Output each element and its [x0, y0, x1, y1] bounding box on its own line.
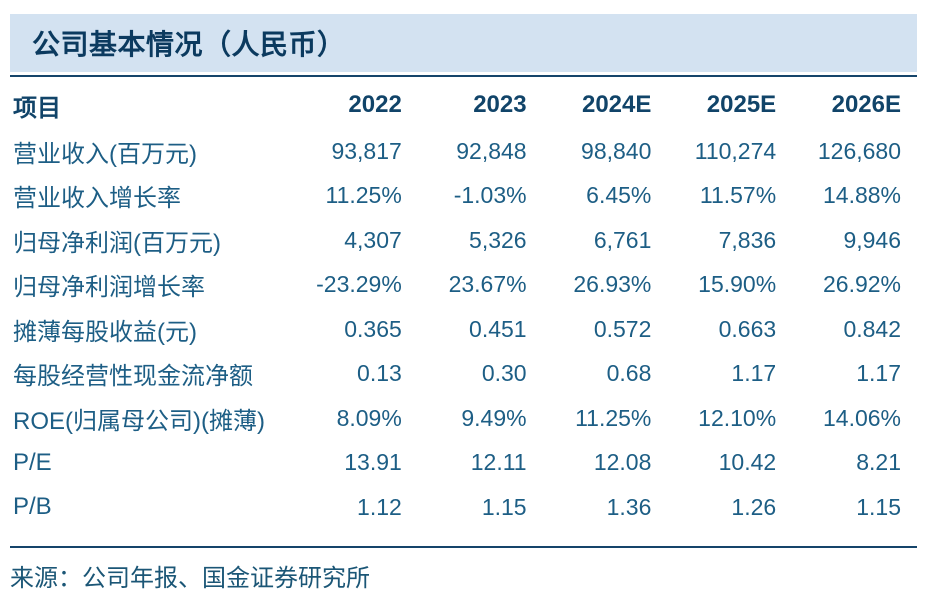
row-label: 摊薄每股收益(元)	[13, 318, 197, 346]
financials-table: 项目 2022 2023 2024E 2025E 2026E 营业收入(百万元)…	[10, 81, 917, 530]
cell-2026e: 0.842	[843, 315, 901, 342]
row-label: P/E	[13, 448, 52, 476]
cell-2022: 93,817	[331, 137, 402, 164]
row-label: 归母净利润增长率	[13, 274, 205, 302]
cell-2025e: 1.17	[731, 360, 777, 387]
cell-2023: 12.11	[470, 449, 527, 476]
table-row: 归母净利润增长率 -23.29% 23.67% 26.93% 15.90% 26…	[10, 263, 917, 308]
table-row: P/B 1.12 1.15 1.36 1.26 1.15	[10, 485, 917, 530]
cell-2024e: 11.25%	[575, 404, 652, 431]
cell-2023: 92,848	[456, 137, 527, 164]
col-header-2026e: 2026E	[831, 91, 901, 118]
cell-2026e: 14.88%	[822, 182, 901, 209]
divider-top	[10, 75, 917, 77]
cell-2023: 0.451	[469, 315, 527, 342]
cell-2026e: 1.17	[856, 360, 901, 387]
table-row: 归母净利润(百万元) 4,307 5,326 6,761 7,836 9,946	[10, 218, 917, 263]
cell-2022: 13.91	[344, 449, 402, 476]
source-note: 来源：公司年报、国金证券研究所	[10, 564, 370, 592]
col-header-2024e: 2024E	[581, 91, 652, 118]
table-header-row: 项目 2022 2023 2024E 2025E 2026E	[10, 81, 917, 129]
cell-2025e: 10.42	[718, 449, 777, 476]
row-label: 归母净利润(百万元)	[13, 229, 221, 257]
cell-2024e: 6.45%	[586, 182, 652, 209]
cell-2025e: 15.90%	[698, 271, 777, 298]
cell-2025e: 110,274	[694, 137, 777, 164]
cell-2023: 1.15	[481, 493, 527, 520]
cell-2023: 9.49%	[461, 404, 527, 431]
cell-2022: 1.12	[357, 493, 402, 520]
table-row: ROE(归属母公司)(摊薄) 8.09% 9.49% 11.25% 12.10%…	[10, 396, 917, 441]
table-row: P/E 13.91 12.11 12.08 10.42 8.21	[10, 441, 917, 486]
cell-2022: -23.29%	[316, 271, 402, 298]
divider-bottom	[10, 545, 917, 548]
cell-2022: 0.13	[357, 360, 402, 387]
cell-2026e: 8.21	[856, 449, 901, 476]
cell-2024e: 0.572	[593, 315, 652, 342]
col-header-2023: 2023	[473, 91, 527, 118]
cell-2025e: 0.663	[718, 315, 777, 342]
cell-2023: 23.67%	[448, 271, 527, 298]
cell-2022: 8.09%	[336, 404, 402, 431]
row-label: ROE(归属母公司)(摊薄)	[13, 407, 265, 435]
cell-2024e: 1.36	[606, 493, 652, 520]
row-label: 营业收入增长率	[13, 185, 181, 213]
cell-2023: 5,326	[469, 226, 527, 253]
col-header-2022: 2022	[348, 91, 402, 118]
cell-2024e: 26.93%	[573, 271, 652, 298]
cell-2025e: 1.26	[731, 493, 777, 520]
cell-2026e: 1.15	[856, 493, 901, 520]
cell-2022: 4,307	[344, 226, 402, 253]
col-header-item: 项目	[13, 94, 61, 122]
company-basics-panel: 公司基本情况（人民币） 项目 2022 2023 2024E 2025E 202…	[0, 14, 927, 611]
row-label: P/B	[13, 493, 52, 521]
panel-title: 公司基本情况（人民币）	[32, 29, 346, 60]
cell-2026e: 126,680	[817, 137, 901, 164]
cell-2025e: 12.10%	[698, 404, 777, 431]
cell-2024e: 6,761	[593, 226, 652, 253]
cell-2022: 0.365	[344, 315, 402, 342]
cell-2025e: 11.57%	[699, 182, 777, 209]
cell-2025e: 7,836	[718, 226, 777, 253]
col-header-2025e: 2025E	[706, 91, 777, 118]
cell-2024e: 0.68	[606, 360, 652, 387]
cell-2023: 0.30	[481, 360, 527, 387]
table-row: 每股经营性现金流净额 0.13 0.30 0.68 1.17 1.17	[10, 352, 917, 397]
cell-2022: 11.25%	[325, 182, 402, 209]
cell-2026e: 26.92%	[822, 271, 901, 298]
table-row: 营业收入增长率 11.25% -1.03% 6.45% 11.57% 14.88…	[10, 174, 917, 219]
cell-2024e: 12.08	[593, 449, 652, 476]
row-label: 每股经营性现金流净额	[13, 363, 253, 391]
table-row: 营业收入(百万元) 93,817 92,848 98,840 110,274 1…	[10, 129, 917, 174]
cell-2026e: 9,946	[843, 226, 901, 253]
panel-title-banner: 公司基本情况（人民币）	[10, 14, 917, 72]
table-body: 营业收入(百万元) 93,817 92,848 98,840 110,274 1…	[10, 129, 917, 530]
table-row: 摊薄每股收益(元) 0.365 0.451 0.572 0.663 0.842	[10, 307, 917, 352]
row-label: 营业收入(百万元)	[13, 140, 197, 168]
cell-2026e: 14.06%	[822, 404, 901, 431]
cell-2023: -1.03%	[453, 182, 527, 209]
cell-2024e: 98,840	[581, 137, 652, 164]
